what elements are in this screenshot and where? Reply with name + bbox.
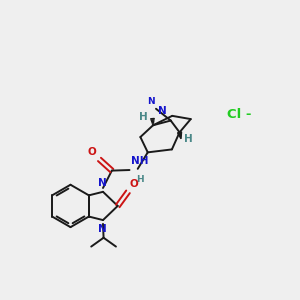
- Text: N: N: [158, 106, 167, 116]
- Text: H: H: [184, 134, 193, 144]
- Polygon shape: [178, 132, 182, 139]
- Text: O: O: [130, 179, 138, 189]
- Text: O: O: [87, 147, 96, 157]
- Text: N: N: [98, 178, 107, 188]
- Text: Cl -: Cl -: [226, 108, 251, 121]
- Text: N: N: [147, 97, 154, 106]
- Text: N: N: [98, 224, 107, 234]
- Text: H: H: [136, 175, 144, 184]
- Text: NH: NH: [131, 157, 148, 166]
- Text: H: H: [139, 112, 148, 122]
